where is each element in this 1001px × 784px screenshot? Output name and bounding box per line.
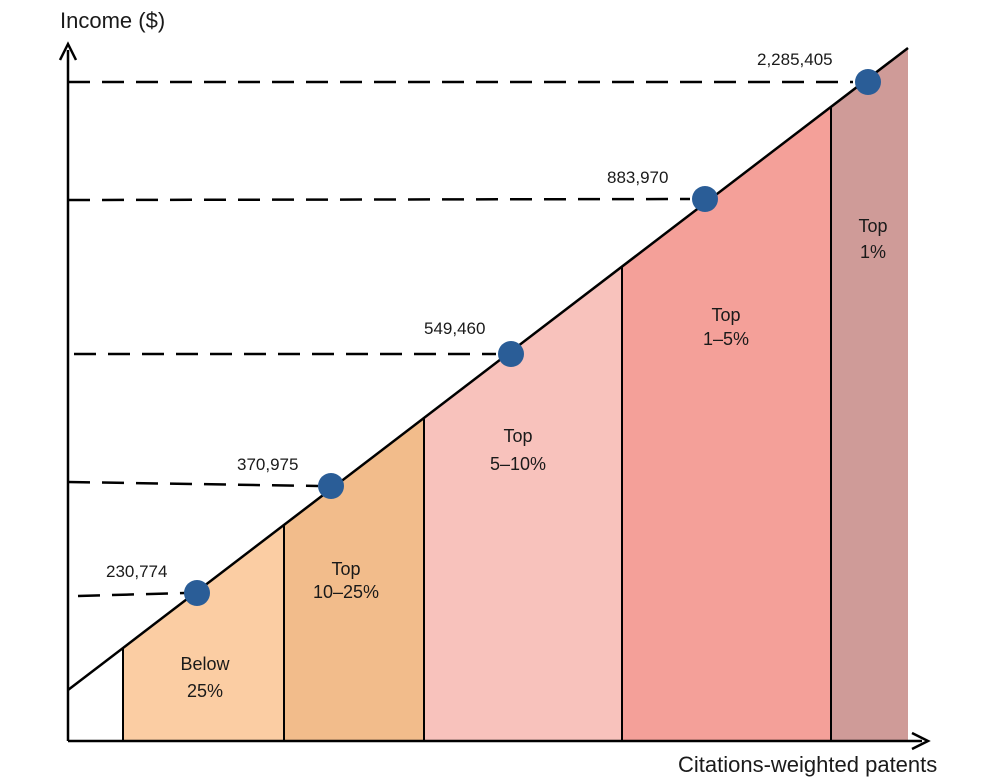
band-label-line2: 10–25% [313, 582, 379, 602]
band-4 [622, 106, 831, 741]
data-point-label: 2,285,405 [757, 50, 833, 69]
band-label-line2: 1% [860, 242, 886, 262]
data-point-marker [692, 186, 718, 212]
trend-line [67, 47, 909, 691]
dashed-guide [67, 197, 691, 202]
x-axis-arrow [911, 731, 931, 751]
data-point-marker [498, 341, 524, 367]
band-label-line2: 5–10% [490, 454, 546, 474]
data-point-marker [318, 473, 344, 499]
band-label-line2: 1–5% [703, 329, 749, 349]
labels-layer: Below 25% Top 10–25% Top 5–10% Top 1–5% Top 1% 230… [106, 50, 888, 701]
data-point-label: 549,460 [424, 319, 485, 338]
bands-layer [123, 48, 908, 741]
band-1 [123, 524, 284, 741]
dashes-layer [67, 80, 853, 598]
band-label-line1: Top [711, 305, 740, 325]
band-label-line1: Top [503, 426, 532, 446]
x-axis-title: Citations-weighted patents [678, 752, 937, 777]
band-3 [424, 266, 622, 741]
dashed-guide [67, 480, 319, 488]
markers-layer [184, 69, 881, 606]
y-axis-arrow [58, 41, 78, 61]
dividers-layer [122, 106, 832, 741]
data-point-marker [184, 580, 210, 606]
data-point-marker [855, 69, 881, 95]
data-point-label: 883,970 [607, 168, 668, 187]
band-label-line1: Below [180, 654, 230, 674]
data-point-label: 230,774 [106, 562, 167, 581]
band-5 [831, 48, 908, 741]
data-point-label: 370,975 [237, 455, 298, 474]
band-label-line2: 25% [187, 681, 223, 701]
y-axis-title: Income ($) [60, 8, 165, 33]
band-label-line1: Top [858, 216, 887, 236]
band-2 [284, 417, 424, 741]
band-label-line1: Top [331, 559, 360, 579]
dashed-guide [77, 591, 186, 598]
